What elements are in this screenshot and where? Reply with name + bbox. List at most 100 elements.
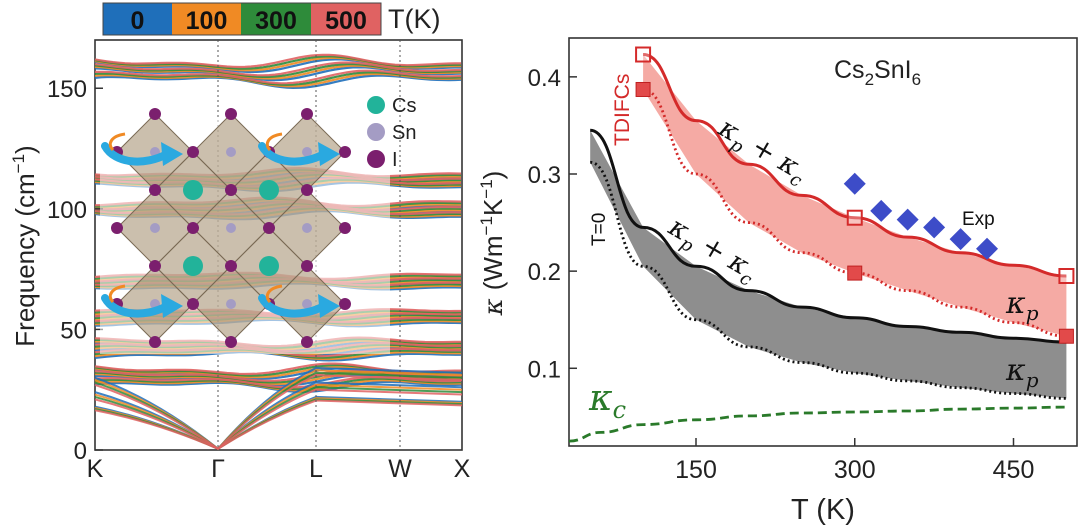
right-xtick-label-300: 300 bbox=[834, 456, 876, 484]
rotation-arrow-2 bbox=[101, 294, 171, 318]
marker-filled-square-0 bbox=[635, 81, 651, 97]
colorbar-swatch-300 bbox=[241, 3, 311, 35]
i-atom-8 bbox=[301, 108, 313, 120]
green-kappa: κ bbox=[588, 378, 613, 419]
series-line-2 bbox=[642, 53, 1067, 278]
series-line-0 bbox=[589, 128, 1067, 344]
i-atom-50 bbox=[301, 336, 313, 348]
title-sub-6: 6 bbox=[912, 70, 921, 89]
title-sni: SnI bbox=[874, 56, 912, 84]
colorbar-border bbox=[102, 2, 382, 36]
band-acoustic-top-500 bbox=[94, 368, 462, 382]
series-line-4 bbox=[568, 405, 1067, 443]
right-plot-frame bbox=[568, 37, 1078, 447]
i-atom-1 bbox=[187, 146, 199, 158]
left-ytick-label-100: 100 bbox=[47, 197, 87, 224]
rotation-arrow-0 bbox=[101, 142, 171, 166]
i-atom-49 bbox=[339, 298, 351, 310]
band-high-optical-500 bbox=[94, 53, 461, 69]
legend-dot-Cs bbox=[367, 96, 385, 114]
thermal-conductivity-panel: 150 300 450 0.1 0.2 0.3 0.4 Cs2SnI6 T (K) κ (Wm… bbox=[477, 37, 1078, 526]
marker-open-square-2 bbox=[1058, 268, 1075, 284]
rotation-arrow-1 bbox=[258, 142, 328, 166]
i-atom-14 bbox=[187, 222, 199, 234]
black-kappa: κ bbox=[1005, 353, 1026, 388]
i-atom-34 bbox=[187, 298, 199, 310]
right-y-axis-title: κ(Wm−1K−1) bbox=[477, 171, 509, 317]
legend-label-Sn: Sn bbox=[392, 122, 416, 144]
red-band-fill bbox=[643, 54, 1067, 337]
left-axis-ticks: K Γ L W X 0 50 100 150 bbox=[47, 76, 471, 483]
marker-exp-diamond-5 bbox=[976, 237, 999, 260]
rotation-arrowhead-0 bbox=[161, 142, 183, 166]
ylabel-k: K bbox=[478, 198, 508, 216]
sn-atom-7 bbox=[302, 223, 312, 233]
marker-open-square-0 bbox=[635, 46, 652, 63]
chart-title: Cs2SnI6 bbox=[834, 56, 921, 89]
red-kappa: κ bbox=[1005, 286, 1026, 321]
marker-filled-square-1 bbox=[847, 265, 863, 281]
i-atom-0 bbox=[149, 108, 161, 120]
left-xtick-2: L bbox=[309, 455, 323, 483]
i-atom-9 bbox=[339, 146, 351, 158]
colorbar-unit-label: T(K) bbox=[388, 4, 440, 34]
right-ytick-label-0.1: 0.1 bbox=[528, 356, 561, 383]
green-sub-c: c bbox=[613, 396, 626, 424]
t0-label: T=0 bbox=[589, 213, 610, 246]
colorbar-swatch-0 bbox=[103, 3, 172, 35]
right-ytick-label-0.4: 0.4 bbox=[528, 65, 561, 92]
conductivity-curves bbox=[568, 53, 1067, 443]
colorbar-swatch-100 bbox=[172, 3, 241, 35]
i-atom-23 bbox=[111, 222, 123, 234]
tdifcs-label: TDIFCs bbox=[611, 74, 634, 146]
cs-atom-0 bbox=[183, 180, 203, 200]
right-ytick-label-0.3: 0.3 bbox=[528, 162, 561, 189]
marker-open-square-1 bbox=[846, 209, 863, 226]
kp-red-label: κp bbox=[1005, 286, 1039, 325]
i-atom-29 bbox=[339, 222, 351, 234]
red-sub-p: p bbox=[1026, 301, 1039, 325]
right-xtick-label-150: 150 bbox=[675, 456, 717, 484]
rotation-arc-1 bbox=[265, 132, 283, 152]
sn-atom-11 bbox=[226, 299, 236, 309]
left-ylabel-text: Frequency (cm bbox=[10, 173, 40, 346]
legend-dot-I bbox=[367, 150, 385, 168]
left-ylabel-close: ) bbox=[10, 145, 40, 154]
rotation-arrowhead-1 bbox=[318, 142, 340, 166]
ylabel-sup2: −1 bbox=[477, 179, 496, 198]
cs-atom-3 bbox=[259, 256, 279, 276]
phonon-dispersion-panel: 0 100 300 500 T(K) K Γ L W X 0 50 100 150 Frequency… bbox=[9, 2, 471, 483]
cs-atom-1 bbox=[259, 180, 279, 200]
sn-atom-12 bbox=[302, 299, 312, 309]
right-x-axis-title: T (K) bbox=[791, 494, 855, 526]
left-plot-frame bbox=[94, 39, 463, 451]
right-ytick-label-0.2: 0.2 bbox=[528, 259, 561, 286]
acoustic-branch-500-1 bbox=[94, 388, 463, 450]
i-atom-22 bbox=[149, 260, 161, 272]
conductivity-markers bbox=[635, 46, 1075, 344]
ylabel-sup1: −1 bbox=[477, 216, 496, 235]
atom-legend: Cs Sn I bbox=[367, 95, 416, 171]
left-xtick-4: X bbox=[454, 455, 471, 483]
marker-exp-diamond-3 bbox=[923, 216, 946, 239]
left-ytick-label-150: 150 bbox=[47, 76, 87, 103]
left-xtick-1: Γ bbox=[211, 455, 225, 483]
sn-atom-6 bbox=[226, 223, 236, 233]
colorbar-label-300: 300 bbox=[255, 7, 297, 35]
marker-exp-diamond-4 bbox=[949, 228, 972, 251]
left-ytick-label-0: 0 bbox=[74, 438, 87, 465]
ylabel-kappa: κ bbox=[479, 298, 509, 316]
ylabel-units: (Wm bbox=[478, 235, 508, 290]
band-high-optical-500 bbox=[94, 61, 462, 77]
sn-atom-5 bbox=[150, 223, 160, 233]
left-ytick-label-50: 50 bbox=[60, 317, 87, 344]
black-sub-p: p bbox=[1026, 368, 1039, 392]
exp-label: Exp bbox=[962, 209, 995, 230]
series-line-1 bbox=[589, 160, 1067, 400]
legend-label-I: I bbox=[392, 149, 398, 171]
i-atom-26 bbox=[225, 260, 237, 272]
i-atom-18 bbox=[263, 222, 275, 234]
left-xtick-3: W bbox=[388, 455, 412, 483]
rotation-arc-3 bbox=[265, 284, 283, 304]
